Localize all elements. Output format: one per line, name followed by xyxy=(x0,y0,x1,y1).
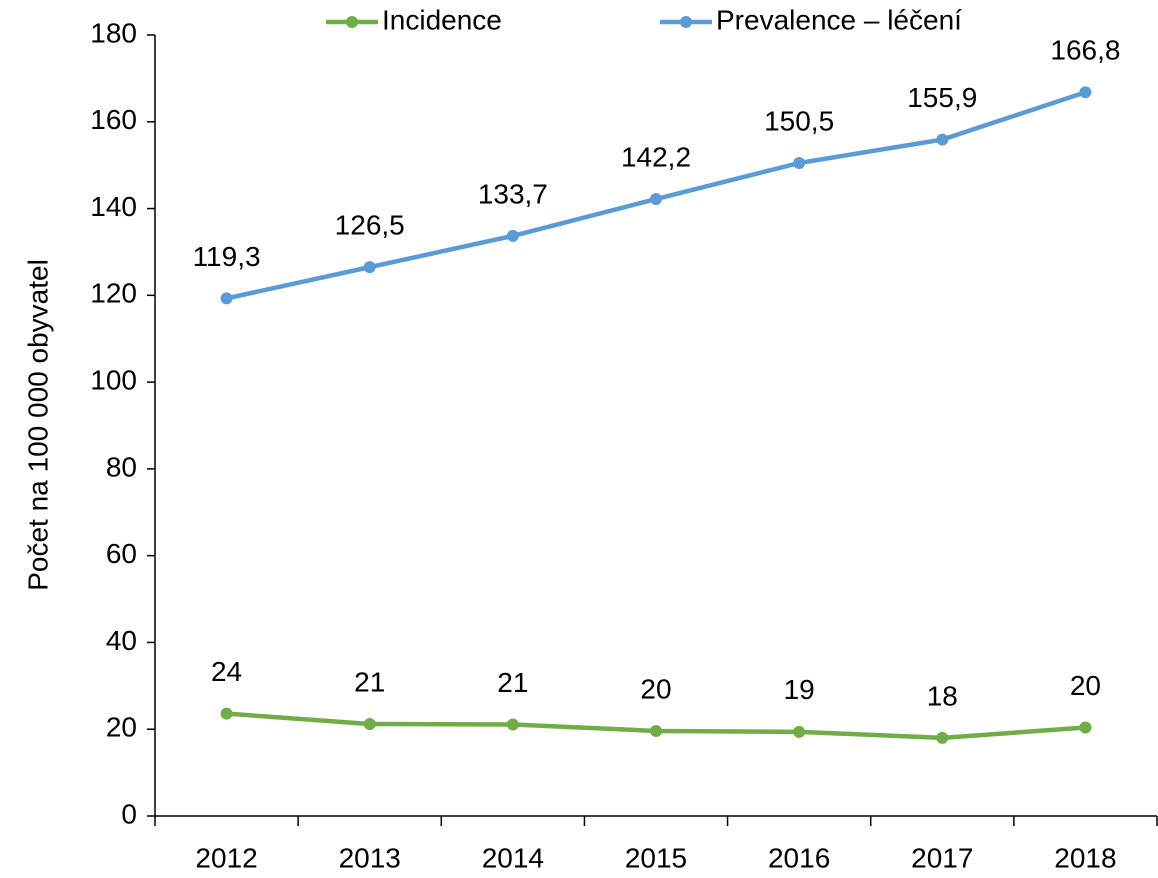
data-point xyxy=(650,193,662,206)
data-point xyxy=(506,718,519,731)
x-tick-label: 2012 xyxy=(195,842,257,873)
data-point xyxy=(793,725,806,738)
legend-label: Prevalence – léčení xyxy=(716,4,962,35)
y-tick-label: 100 xyxy=(90,365,137,396)
data-label: 166,8 xyxy=(1050,35,1120,66)
x-tick-label: 2017 xyxy=(911,842,973,873)
data-point xyxy=(936,731,949,744)
data-point xyxy=(506,229,519,242)
x-tick-label: 2014 xyxy=(482,842,544,873)
data-label: 126,5 xyxy=(335,210,405,241)
x-tick-label: 2018 xyxy=(1054,842,1116,873)
data-point xyxy=(220,707,233,720)
y-tick-label: 180 xyxy=(90,17,137,48)
data-label: 18 xyxy=(927,680,958,711)
y-tick-label: 120 xyxy=(90,278,137,309)
data-label: 142,2 xyxy=(621,141,691,172)
legend-label: Incidence xyxy=(382,4,502,35)
data-label: 20 xyxy=(640,673,671,704)
data-point xyxy=(363,718,376,731)
data-label: 133,7 xyxy=(478,178,548,209)
y-tick-label: 0 xyxy=(121,798,137,829)
y-tick-label: 40 xyxy=(106,625,137,656)
legend-marker xyxy=(346,16,358,28)
x-tick-label: 2016 xyxy=(768,842,830,873)
y-tick-label: 140 xyxy=(90,191,137,222)
data-label: 155,9 xyxy=(907,82,977,113)
data-point xyxy=(936,133,949,146)
data-point xyxy=(1079,721,1092,734)
y-tick-label: 80 xyxy=(106,451,137,482)
y-tick-label: 20 xyxy=(106,712,137,743)
data-label: 150,5 xyxy=(764,105,834,136)
x-tick-label: 2013 xyxy=(339,842,401,873)
y-tick-label: 60 xyxy=(106,538,137,569)
data-label: 20 xyxy=(1070,670,1101,701)
data-point xyxy=(793,156,806,169)
data-label: 119,3 xyxy=(193,241,261,272)
y-axis-title: Počet na 100 000 obyvatel xyxy=(22,259,53,591)
legend-marker xyxy=(680,16,692,28)
data-label: 19 xyxy=(784,674,815,705)
data-point xyxy=(650,724,662,737)
data-label: 21 xyxy=(497,667,528,698)
data-label: 21 xyxy=(354,666,385,697)
data-label: 24 xyxy=(211,656,242,687)
data-point xyxy=(1079,86,1092,99)
data-point xyxy=(220,292,233,305)
x-tick-label: 2015 xyxy=(625,842,687,873)
data-point xyxy=(363,261,376,274)
y-tick-label: 160 xyxy=(90,104,137,135)
